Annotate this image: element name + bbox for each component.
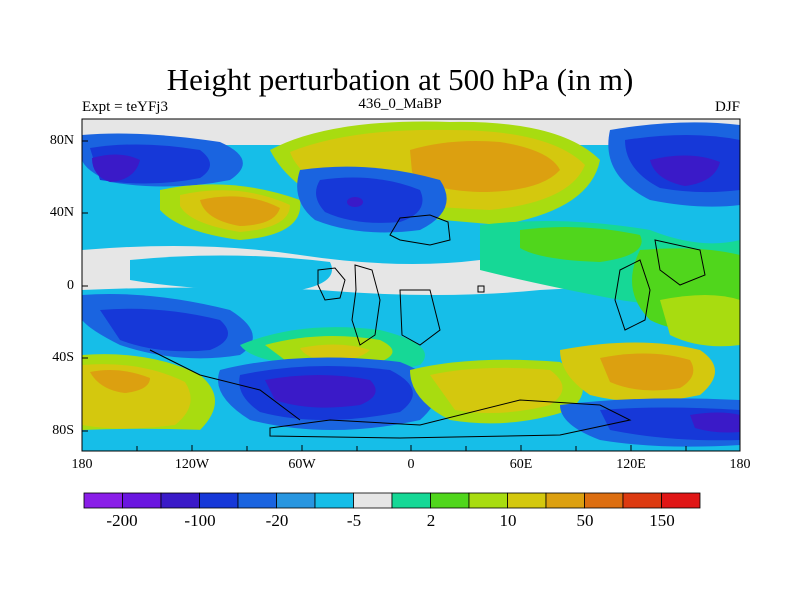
colorbar-swatch [83, 492, 123, 509]
lat-label-80s: 80S [52, 423, 74, 438]
colorbar-label: -100 [184, 511, 216, 530]
contour-field [82, 119, 740, 451]
lon-label-180w: 180 [71, 457, 93, 472]
colorbar-swatch [622, 492, 662, 509]
colorbar-swatch [545, 492, 585, 509]
colorbar-label: 10 [499, 511, 517, 530]
colorbar-swatch [160, 492, 200, 509]
lon-label-60e: 60E [509, 457, 533, 472]
axis-ticks [82, 140, 687, 451]
lon-label-120e: 120E [616, 457, 646, 472]
period-label: 436_0_MaBP [358, 96, 442, 112]
colorbar-label: 2 [426, 511, 436, 530]
lon-label-60w: 60W [288, 457, 316, 472]
experiment-label: Expt = teYFj3 [82, 99, 168, 115]
season-label: DJF [714, 99, 740, 115]
colorbar [83, 492, 701, 509]
colorbar-swatch [507, 492, 547, 509]
colorbar-swatch [122, 492, 162, 509]
colorbar-swatch [468, 492, 508, 509]
coastlines [149, 214, 706, 439]
colorbar-swatch [353, 492, 393, 509]
colorbar-swatch [314, 492, 354, 509]
lat-label-40n: 40N [49, 205, 74, 220]
lon-label-180e: 180 [729, 457, 751, 472]
colorbar-label: -5 [346, 511, 362, 530]
colorbar-swatch [237, 492, 277, 509]
colorbar-swatch [584, 492, 624, 509]
colorbar-swatch [276, 492, 316, 509]
colorbar-label: -20 [265, 511, 289, 530]
lat-label-0: 0 [67, 278, 74, 293]
colorbar-label: -200 [106, 511, 138, 530]
lon-label-120w: 120W [174, 457, 210, 472]
lon-label-0: 0 [407, 457, 415, 472]
colorbar-label: 150 [649, 511, 675, 530]
colorbar-swatch [430, 492, 470, 509]
colorbar-swatch [199, 492, 239, 509]
lat-label-40s: 40S [52, 350, 74, 365]
lat-label-80n: 80N [49, 133, 74, 148]
map-title: Height perturbation at 500 hPa (in m) [166, 62, 634, 97]
colorbar-swatch [391, 492, 431, 509]
colorbar-label: 50 [576, 511, 594, 530]
colorbar-swatch [661, 492, 701, 509]
